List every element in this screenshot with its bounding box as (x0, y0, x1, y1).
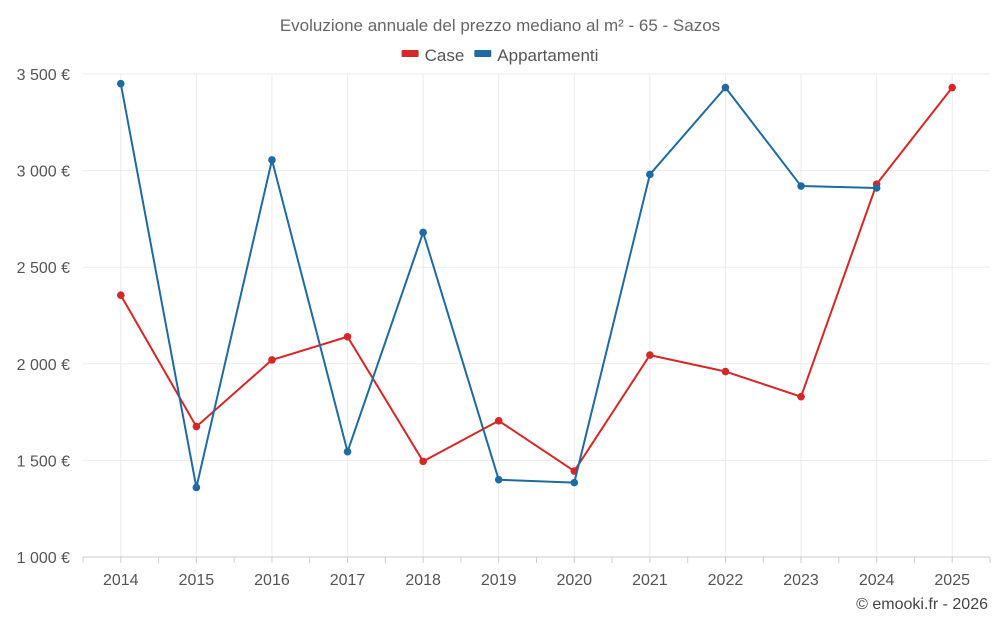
data-point[interactable] (419, 228, 427, 237)
series-appartamenti (116, 79, 881, 492)
x-tick-label: 2020 (556, 572, 592, 589)
data-point[interactable] (268, 156, 276, 164)
x-tick-label: 2017 (330, 572, 366, 589)
x-tick-label: 2016 (254, 572, 290, 589)
data-point[interactable] (948, 83, 957, 92)
y-tick-label: 3 500 € (17, 67, 70, 84)
x-tick-label: 2015 (179, 572, 215, 589)
series-group (116, 79, 957, 492)
data-point[interactable] (570, 478, 579, 487)
legend-label: Case (425, 46, 465, 65)
x-tick-label: 2014 (103, 572, 139, 589)
data-point[interactable] (116, 291, 125, 300)
data-point[interactable] (192, 422, 201, 431)
y-tick-label: 2 000 € (17, 357, 70, 374)
y-axis: 1 000 € 1 500 € 2 000 € 2 500 € 3 000 € 3 500… (17, 67, 70, 567)
data-point[interactable] (797, 392, 805, 401)
x-tick-label: 2021 (632, 572, 668, 589)
data-point[interactable] (797, 182, 805, 190)
x-axis: 2014 2015 2016 2017 2018 2019 2020 2021 2022 2023… (82, 556, 991, 589)
data-point[interactable] (343, 447, 352, 456)
y-tick-label: 2 500 € (17, 260, 70, 277)
data-point[interactable] (494, 475, 503, 484)
chart-title: Evoluzione annuale del prezzo mediano al… (280, 16, 720, 35)
copyright-credit: © emooki.fr - 2026 (856, 596, 988, 613)
data-point[interactable] (192, 483, 201, 492)
legend-swatch (401, 50, 419, 57)
data-point[interactable] (268, 356, 276, 364)
data-point[interactable] (116, 79, 125, 88)
data-point[interactable] (721, 83, 730, 92)
data-point[interactable] (646, 351, 654, 359)
data-point[interactable] (646, 170, 654, 179)
grid (83, 73, 990, 558)
y-tick-label: 1 000 € (17, 550, 70, 567)
series-case (116, 83, 957, 475)
data-point[interactable] (343, 332, 352, 341)
x-tick-label: 2018 (405, 572, 441, 589)
data-point[interactable] (419, 457, 427, 466)
legend[interactable]: Case Appartamenti (401, 46, 599, 65)
y-tick-label: 3 000 € (17, 164, 70, 181)
data-point[interactable] (872, 184, 881, 192)
x-tick-label: 2024 (859, 572, 895, 589)
legend-item-appartamenti[interactable]: Appartamenti (474, 46, 598, 65)
y-tick-label: 1 500 € (17, 453, 70, 470)
data-point[interactable] (721, 367, 730, 376)
legend-swatch (474, 50, 492, 57)
x-tick-label: 2023 (783, 572, 819, 589)
x-tick-label: 2025 (934, 572, 970, 589)
data-point[interactable] (494, 416, 503, 425)
legend-label: Appartamenti (497, 46, 598, 65)
series-line (119, 86, 953, 473)
legend-item-case[interactable]: Case (401, 46, 465, 65)
x-tick-label: 2019 (481, 572, 517, 589)
x-tick-label: 2022 (708, 572, 744, 589)
